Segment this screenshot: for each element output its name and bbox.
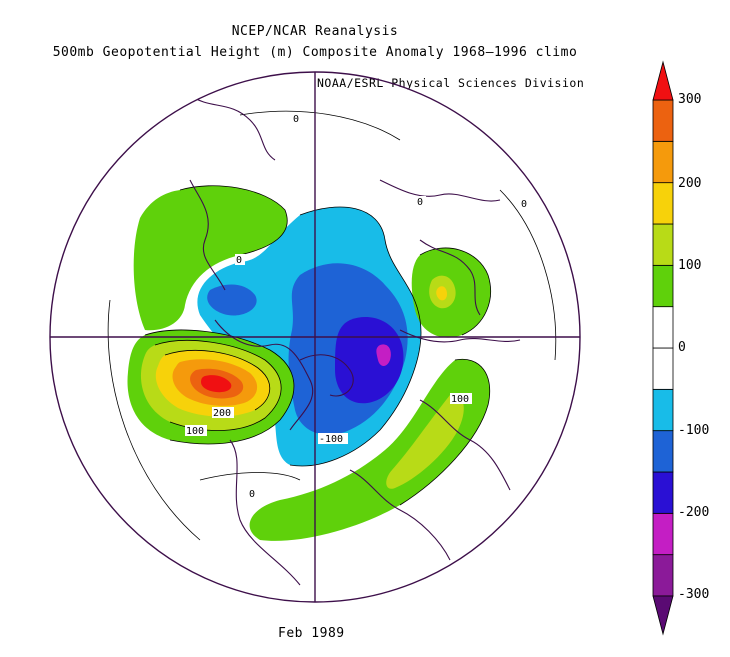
contour-label: 0 <box>249 489 255 500</box>
contour-label: -100 <box>319 434 343 445</box>
colorbar-label: 200 <box>678 176 702 191</box>
contour-label: 0 <box>417 197 423 208</box>
colorbar-segment <box>652 430 674 473</box>
colorbar-segment <box>652 223 674 266</box>
contour-label: 0 <box>521 199 527 210</box>
colorbar-label: 100 <box>678 258 702 273</box>
contour-label: 0 <box>293 114 299 125</box>
title-line-1: NCEP/NCAR Reanalysis <box>231 24 399 39</box>
colorbar-segment <box>652 471 674 514</box>
colorbar-segment <box>652 512 674 556</box>
credit-text: NOAA/ESRL Physical Sciences Division <box>317 76 585 90</box>
colorbar-label: -300 <box>678 587 710 602</box>
colorbar-segment <box>652 182 674 225</box>
colorbar-bottom-arrow <box>652 595 674 636</box>
contour-label: 200 <box>213 408 231 419</box>
colorbar <box>652 60 674 636</box>
title-line-2: 500mb Geopotential Height (m) Composite … <box>52 45 578 60</box>
colorbar-segment <box>652 140 674 184</box>
colorbar-label: 0 <box>678 340 686 355</box>
anomaly-field <box>107 94 557 586</box>
contour-label: 0 <box>236 255 242 266</box>
colorbar-top-arrow <box>652 60 674 101</box>
date-label: Feb 1989 <box>278 626 345 641</box>
colorbar-label: 300 <box>678 92 702 107</box>
colorbar-segment <box>652 264 674 308</box>
contour-label: 100 <box>451 394 469 405</box>
colorbar-segment <box>652 99 674 142</box>
colorbar-segment <box>652 388 674 432</box>
colorbar-segment <box>652 554 674 597</box>
contour-label: 100 <box>186 426 204 437</box>
colorbar-label: -100 <box>678 423 710 438</box>
colorbar-label: -200 <box>678 505 710 520</box>
colorbar-segment <box>652 306 674 349</box>
colorbar-segment <box>652 347 674 390</box>
